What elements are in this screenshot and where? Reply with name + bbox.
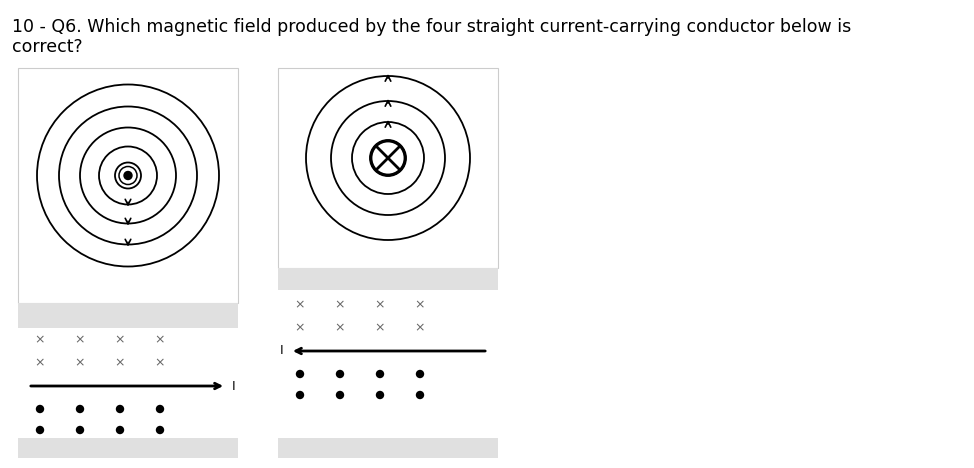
Circle shape (417, 371, 424, 378)
Circle shape (336, 392, 344, 398)
Text: ×: × (115, 334, 126, 346)
Text: ×: × (415, 322, 426, 335)
Circle shape (117, 426, 124, 433)
Text: ×: × (295, 322, 305, 335)
Bar (18, 438, 238, 458)
Bar (18, 68, 238, 303)
Text: correct?: correct? (12, 38, 83, 56)
Circle shape (157, 426, 164, 433)
Text: ×: × (35, 334, 45, 346)
Text: ×: × (75, 357, 86, 370)
Circle shape (296, 392, 304, 398)
Circle shape (77, 405, 84, 412)
Text: ×: × (375, 322, 386, 335)
Circle shape (36, 426, 44, 433)
Text: 10 - Q6. Which magnetic field produced by the four straight current-carrying con: 10 - Q6. Which magnetic field produced b… (12, 18, 851, 36)
Circle shape (417, 392, 424, 398)
Circle shape (377, 392, 384, 398)
Circle shape (157, 405, 164, 412)
Circle shape (117, 405, 124, 412)
Bar (18, 303, 238, 328)
Text: ×: × (335, 322, 345, 335)
Bar (278, 268, 498, 290)
Text: ×: × (415, 299, 426, 312)
Circle shape (336, 371, 344, 378)
Circle shape (77, 426, 84, 433)
Circle shape (36, 405, 44, 412)
Text: ×: × (35, 357, 45, 370)
Text: I: I (232, 380, 236, 393)
Text: ×: × (335, 299, 345, 312)
Circle shape (296, 371, 304, 378)
Text: ×: × (115, 357, 126, 370)
Text: ×: × (155, 334, 166, 346)
Text: ×: × (375, 299, 386, 312)
Bar (278, 68, 498, 268)
Text: ×: × (75, 334, 86, 346)
Text: ×: × (155, 357, 166, 370)
Bar (278, 438, 498, 458)
Circle shape (124, 171, 132, 180)
Text: I: I (280, 344, 283, 358)
Circle shape (377, 371, 384, 378)
Text: ×: × (295, 299, 305, 312)
